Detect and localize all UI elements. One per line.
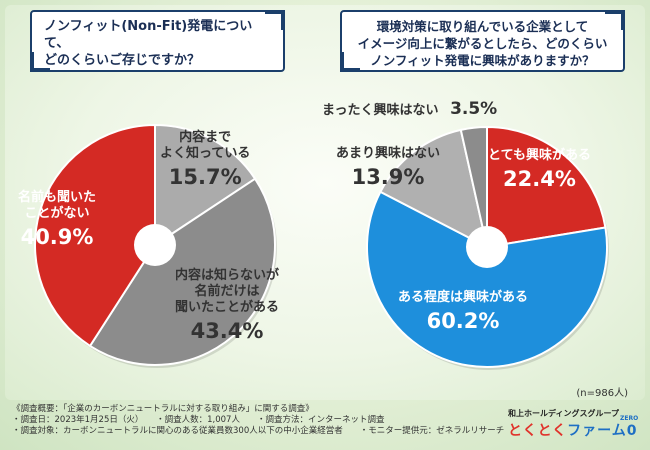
- pie-slice: [486, 125, 607, 249]
- slice-label-line: 名前も聞いた: [18, 190, 97, 205]
- question-right-line: ノンフィット発電に興味がありますか？: [370, 53, 595, 68]
- slice-label-line: 名前だけは: [194, 284, 260, 299]
- label-not-interested-at-all: まったく興味はない 3.5%: [322, 96, 497, 122]
- label-name-only: 内容は知らないが 名前だけは 聞いたことがある 43.4%: [175, 268, 279, 344]
- corner-accent: [265, 10, 285, 30]
- brand-logo-part: ファーム: [567, 423, 627, 439]
- slice-label-line: 内容まで: [179, 130, 232, 145]
- slice-value: 43.4%: [190, 319, 264, 343]
- survey-footer: 《調査概要：「企業のカーボンニュートラルに対する取り組み」に関する調査》 ・調査…: [12, 404, 504, 437]
- pie-slice: [154, 123, 257, 247]
- corner-accent: [605, 10, 625, 30]
- pie-slice: [34, 123, 156, 348]
- pie-slice: [88, 177, 276, 366]
- label-somewhat-interested: ある程度は興味がある 60.2%: [398, 290, 528, 334]
- corner-accent: [30, 52, 50, 72]
- slice-label-line: 聞いたことがある: [175, 300, 280, 315]
- slice-label-line: あまり興味はない: [336, 146, 441, 161]
- slice-value: 60.2%: [426, 309, 500, 333]
- slice-value: 22.4%: [503, 167, 576, 191]
- slice-label-line: ことがない: [24, 206, 90, 221]
- slice-value: 13.9%: [351, 165, 425, 189]
- slice-label-line: とても興味がある: [488, 148, 591, 163]
- slice-value: 3.5%: [450, 99, 498, 119]
- logo-zero-text: ZERO: [620, 415, 639, 422]
- sample-size-note: (n=986人): [576, 388, 628, 399]
- question-left-line: どのくらいご存じですか？: [44, 53, 201, 68]
- brand-logo-part: 0: [626, 423, 638, 439]
- footer-line: ・調査対象：カーボンニュートラルに関心のある従業員数300人以下の中小企業経営者…: [12, 426, 505, 436]
- slice-label-line: よく知っている: [160, 146, 251, 161]
- pie-slice: [459, 125, 488, 248]
- question-right-line: 環境対策に取り組んでいる企業として: [376, 19, 589, 34]
- label-not-very-interested: あまり興味はない 13.9%: [336, 146, 440, 190]
- question-box-right: 環境対策に取り組んでいる企業として イメージ向上に繋がるとしたら、どのくらい ノ…: [340, 10, 625, 72]
- slice-value: 15.7%: [168, 165, 242, 189]
- pie-center-hole: [134, 224, 176, 266]
- label-know-well: 内容まで よく知っている 15.7%: [160, 130, 250, 190]
- pie-chart-1: [34, 123, 277, 368]
- corner-accent: [340, 52, 360, 72]
- label-very-interested: とても興味がある 22.4%: [488, 148, 591, 192]
- slice-value: 40.9%: [20, 225, 94, 249]
- brand-logo-part: とくとく: [508, 423, 568, 439]
- question-left-line: ノンフィット(Non-Fit)発電について、: [44, 19, 253, 51]
- brand-logo: とくとくファーム0: [508, 420, 638, 440]
- slice-label-line: まったく興味はない: [322, 103, 439, 118]
- question-box-left: ノンフィット(Non-Fit)発電について、 どのくらいご存じですか？: [30, 10, 285, 72]
- slice-label-line: 内容は知らないが: [175, 268, 280, 283]
- pie-slice: [379, 128, 489, 249]
- logo-group-name: 和上ホールディングスグループ: [508, 409, 619, 418]
- question-right-line: イメージ向上に繋がるとしたら、どのくらい: [357, 36, 608, 51]
- pie-center-hole: [466, 226, 508, 268]
- slice-label-line: ある程度は興味がある: [398, 290, 529, 305]
- footer-line: ・調査日：2023年1月25日（火） ・調査人数：1,007人 ・調査方法：イン…: [12, 415, 385, 425]
- pie-slice: [366, 190, 608, 368]
- pie-chart-2: [366, 125, 609, 370]
- label-never-heard: 名前も聞いた ことがない 40.9%: [18, 190, 96, 250]
- footer-line: 《調査概要：「企業のカーボンニュートラルに対する取り組み」に関する調査》: [12, 404, 314, 414]
